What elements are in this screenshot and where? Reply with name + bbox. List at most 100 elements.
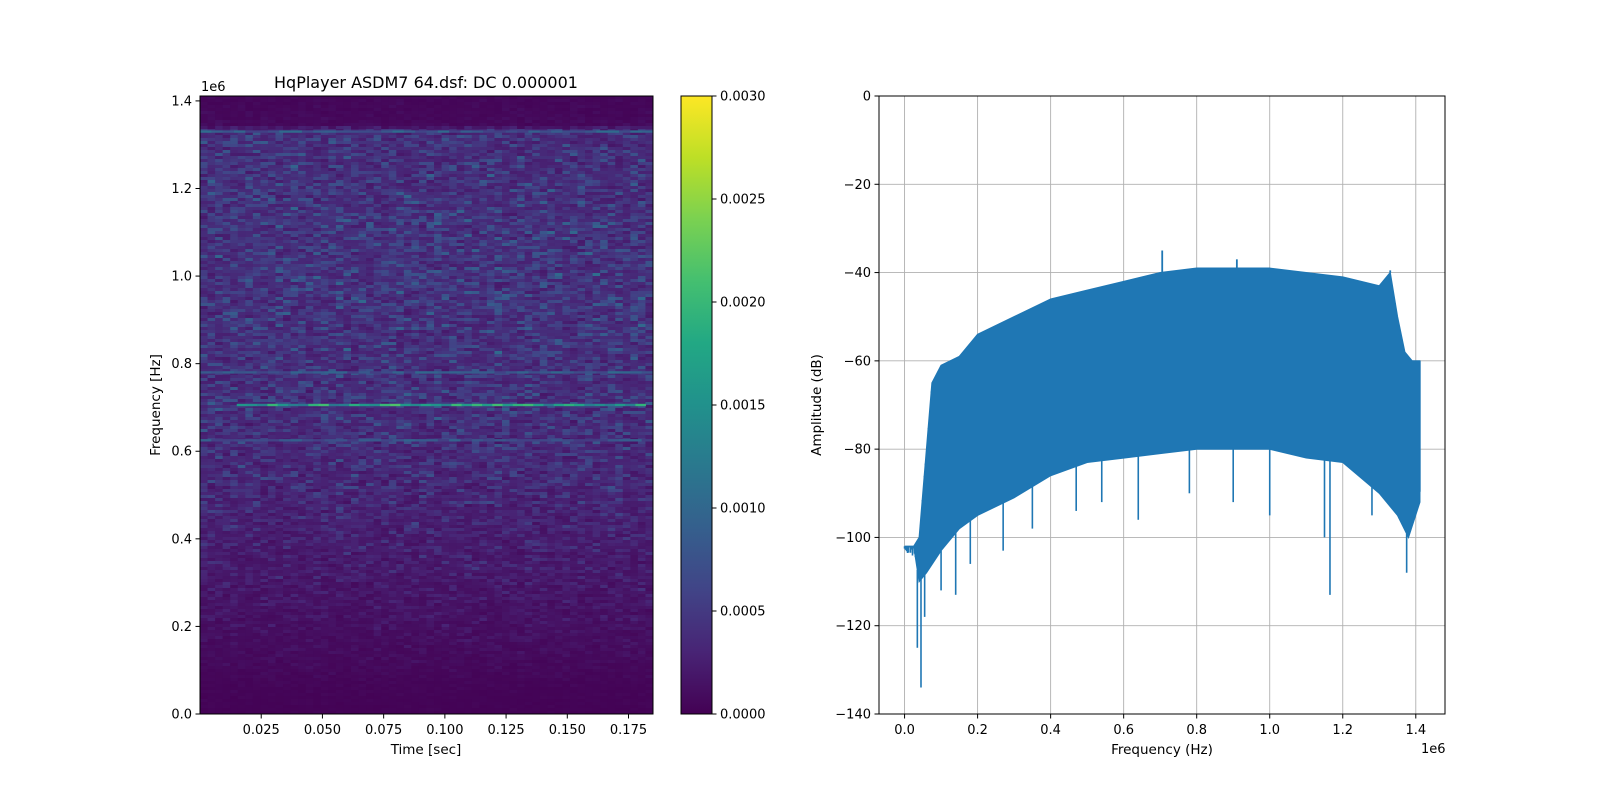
spectrogram-cell [577, 108, 586, 112]
spectrogram-cell [471, 171, 480, 175]
spectrogram-cell [479, 162, 488, 166]
spectrogram-cell [381, 318, 390, 322]
spectrogram-cell [569, 315, 579, 319]
spectrogram-cell [275, 153, 284, 157]
spectrogram-cell [509, 180, 518, 184]
spectrogram-cell [630, 153, 639, 157]
spectrogram-cell [418, 330, 428, 334]
spectrogram-cell [464, 294, 473, 298]
spectrogram-cell [502, 267, 511, 271]
spectrogram-cell [418, 168, 428, 172]
spectrogram-cell [200, 192, 209, 196]
spectrogram-cell [637, 282, 647, 286]
spectrogram-cell [305, 231, 314, 235]
spectrogram-cell [335, 315, 345, 319]
spectrogram-cell [539, 123, 548, 127]
spectrogram-cell [464, 258, 473, 262]
spectrogram-cell [275, 336, 284, 340]
spectrogram-cell [607, 249, 616, 253]
spectrogram-cell [554, 276, 563, 280]
spectrogram-cell [252, 204, 261, 208]
spectrogram-cell [298, 123, 307, 127]
spectrogram-cell [283, 270, 292, 274]
spectrogram-cell [260, 273, 269, 277]
spectrogram-cell [267, 192, 277, 196]
spectrogram-cell [366, 255, 375, 259]
spectrogram-cell [449, 330, 458, 334]
spectrogram-cell [607, 102, 616, 106]
spectrogram-image [200, 96, 653, 714]
spectrogram-cell [343, 267, 352, 271]
spectrogram-cell [464, 240, 473, 244]
spectrogram-cell [517, 342, 526, 346]
spectrogram-cell [524, 198, 533, 202]
spectrogram-cell [222, 336, 231, 340]
spectrogram-cell [562, 123, 571, 127]
spectrogram-cell [494, 291, 503, 295]
spectrogram-cell [494, 324, 503, 328]
spectrogram-cell [471, 246, 480, 250]
spectrogram-cell [290, 102, 299, 106]
spectrogram-cell [585, 147, 594, 151]
spectrogram-cell [200, 180, 209, 184]
spectrogram-cell [569, 207, 579, 211]
spectrogram-cell [502, 309, 511, 313]
spectrogram-cell [615, 195, 624, 199]
spectrogram-cell [479, 105, 488, 109]
spectrogram-cell [464, 261, 473, 265]
spectrogram-cell [222, 111, 231, 115]
spectrogram-cell [592, 255, 601, 259]
spectrogram-cell [441, 102, 450, 106]
spectrogram-cell [305, 228, 314, 232]
spectrogram-cell [524, 318, 533, 322]
spectrogram-cell [283, 132, 292, 136]
spectrogram-cell [418, 246, 428, 250]
spectrogram-cell [517, 300, 526, 304]
spectrogram-cell [388, 96, 397, 100]
spectrogram-cell [411, 180, 420, 184]
spectrogram-cell [456, 174, 465, 178]
spectrogram-cell [532, 201, 541, 205]
spectrogram-cell [358, 225, 367, 229]
spectrogram-cell [358, 321, 367, 325]
spectrogram-cell [403, 282, 412, 286]
spectrogram-cell [351, 279, 360, 283]
spectrogram-cell [290, 237, 299, 241]
spectrogram-cell [207, 213, 216, 217]
spectrogram-cell [313, 123, 322, 127]
spectrogram-cell [351, 237, 360, 241]
spectrogram-cell [275, 165, 284, 169]
spectrogram-cell [283, 186, 292, 190]
spectrogram-cell [328, 309, 337, 313]
spectrogram-cell [607, 207, 616, 211]
spectrogram-cell [600, 237, 609, 241]
spectrogram-cell [358, 210, 367, 214]
spectrogram-cell [577, 273, 586, 277]
spectrogram-cell [230, 228, 239, 232]
spectrogram-cell [418, 198, 428, 202]
spectrogram-cell [298, 342, 307, 346]
spectrogram-cell [335, 264, 345, 268]
spectrogram-cell [532, 210, 541, 214]
spectrogram-cell [328, 252, 337, 256]
spectrogram-cell [547, 246, 556, 250]
spectrogram-cell [313, 282, 322, 286]
spectrogram-cell [237, 273, 246, 277]
spectrogram-cell [335, 255, 345, 259]
spectrogram-cell [267, 252, 277, 256]
spectrogram-cell [403, 180, 412, 184]
spectrogram-cell [200, 237, 209, 241]
spectrogram-cell [456, 339, 465, 343]
spectrogram-cell [630, 306, 639, 310]
spectrogram-cell [585, 102, 594, 106]
spectrogram-cell [335, 312, 345, 316]
spectrogram-cell [396, 273, 405, 277]
spectrogram-cell [381, 183, 390, 187]
spectrogram-cell [237, 303, 246, 307]
spectrogram-cell [207, 180, 216, 184]
spectrogram-cell [569, 117, 579, 121]
spectrogram-cell [388, 108, 397, 112]
spectrogram-cell [607, 138, 616, 142]
spectrogram-cell [328, 291, 337, 295]
spectrogram-cell [479, 120, 488, 124]
